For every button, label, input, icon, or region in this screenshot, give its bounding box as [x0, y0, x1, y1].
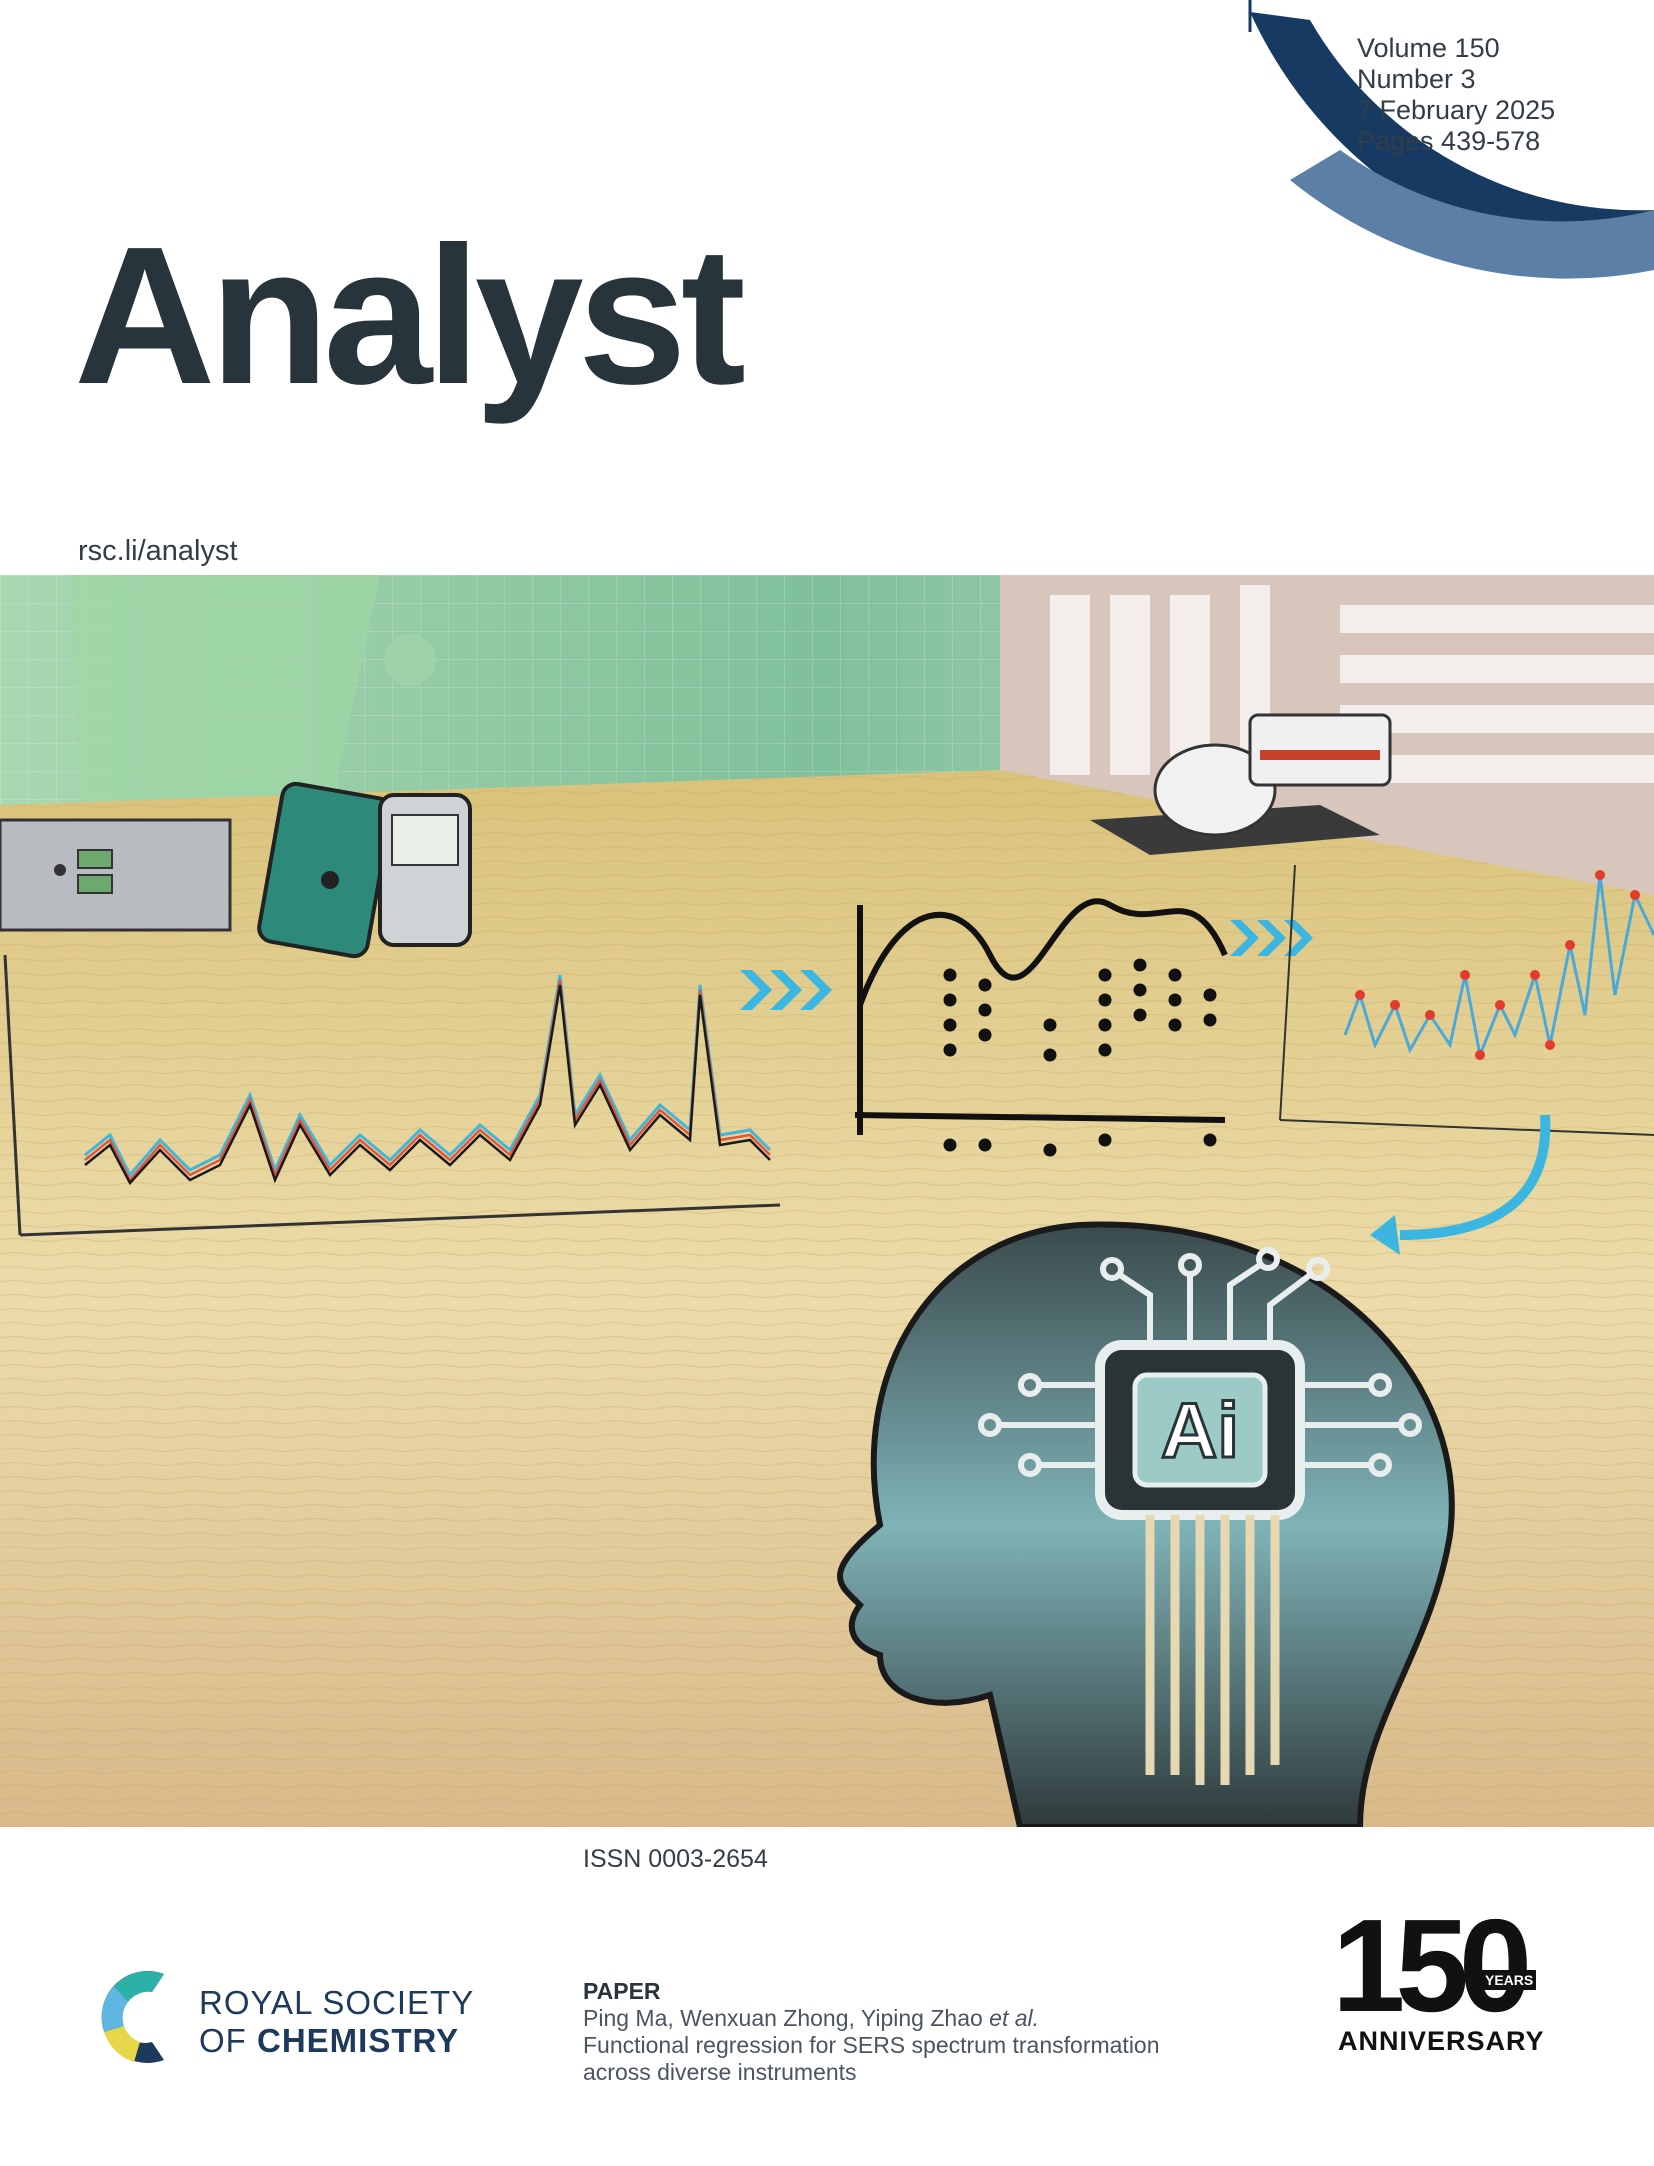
- paper-title-line2: across diverse instruments: [583, 2059, 857, 2085]
- number-label: Number 3: [1357, 64, 1476, 94]
- journal-title: Analyst: [74, 206, 746, 425]
- rsc-line2: OF CHEMISTRY: [199, 2022, 474, 2060]
- journal-website[interactable]: rsc.li/analyst: [78, 535, 238, 567]
- paper-title-line1: Functional regression for SERS spectrum …: [583, 2032, 1160, 2058]
- date-label: 7 February 2025: [1357, 95, 1556, 125]
- functional-regression-plot: [854, 898, 1228, 1157]
- portable-raman-icon: [1090, 713, 1392, 855]
- featured-paper[interactable]: PAPER Ping Ma, Wenxuan Zhong, Yiping Zha…: [583, 1978, 1160, 2086]
- paper-authors-names: Ping Ma, Wenxuan Zhong, Yiping Zhao: [583, 2005, 990, 2031]
- handheld-spectrometer-icon: [257, 781, 472, 959]
- paper-authors-etal: et al.: [989, 2005, 1040, 2031]
- ai-chip-label: Ai: [1161, 1386, 1239, 1474]
- ai-head-icon: Ai: [837, 1221, 1455, 1827]
- issue-info: Volume 150 Number 3 7 February 2025 Page…: [1357, 33, 1555, 157]
- rsc-line2-bold: CHEMISTRY: [257, 2022, 460, 2059]
- volume-label: Volume 150: [1357, 33, 1500, 63]
- anniversary-logo: 150 YEARS ANNIVERSARY: [1332, 1900, 1582, 2058]
- anniversary-number: 150: [1332, 1892, 1532, 2039]
- spectrum-plot-left: [3, 954, 781, 1237]
- pages-label: Pages 439-578: [1357, 126, 1541, 156]
- curved-arrow-icon: [1399, 1114, 1551, 1240]
- cover-illustration: Ai: [0, 575, 1654, 1827]
- anniversary-label: ANNIVERSARY: [1338, 2026, 1545, 2056]
- rsc-line2-prefix: OF: [199, 2022, 257, 2059]
- paper-authors: Ping Ma, Wenxuan Zhong, Yiping Zhao et a…: [583, 2005, 1160, 2032]
- issue-arc-decoration: [1248, 0, 1654, 279]
- anniversary-years: YEARS: [1482, 1970, 1537, 1990]
- rsc-line1: ROYAL SOCIETY: [199, 1984, 475, 2021]
- issn-label: ISSN 0003-2654: [583, 1845, 768, 1873]
- spectrum-plot-right: [1279, 864, 1654, 1136]
- flow-arrows-icon: [740, 920, 1313, 1010]
- paper-label: PAPER: [583, 1978, 661, 2004]
- rsc-wordmark: ROYAL SOCIETY OF CHEMISTRY: [199, 1984, 474, 2060]
- rsc-logo-icon: [101, 1971, 164, 2063]
- cover-artwork: Ai: [0, 575, 1654, 1827]
- benchtop-spectrometer-icon: [0, 818, 232, 932]
